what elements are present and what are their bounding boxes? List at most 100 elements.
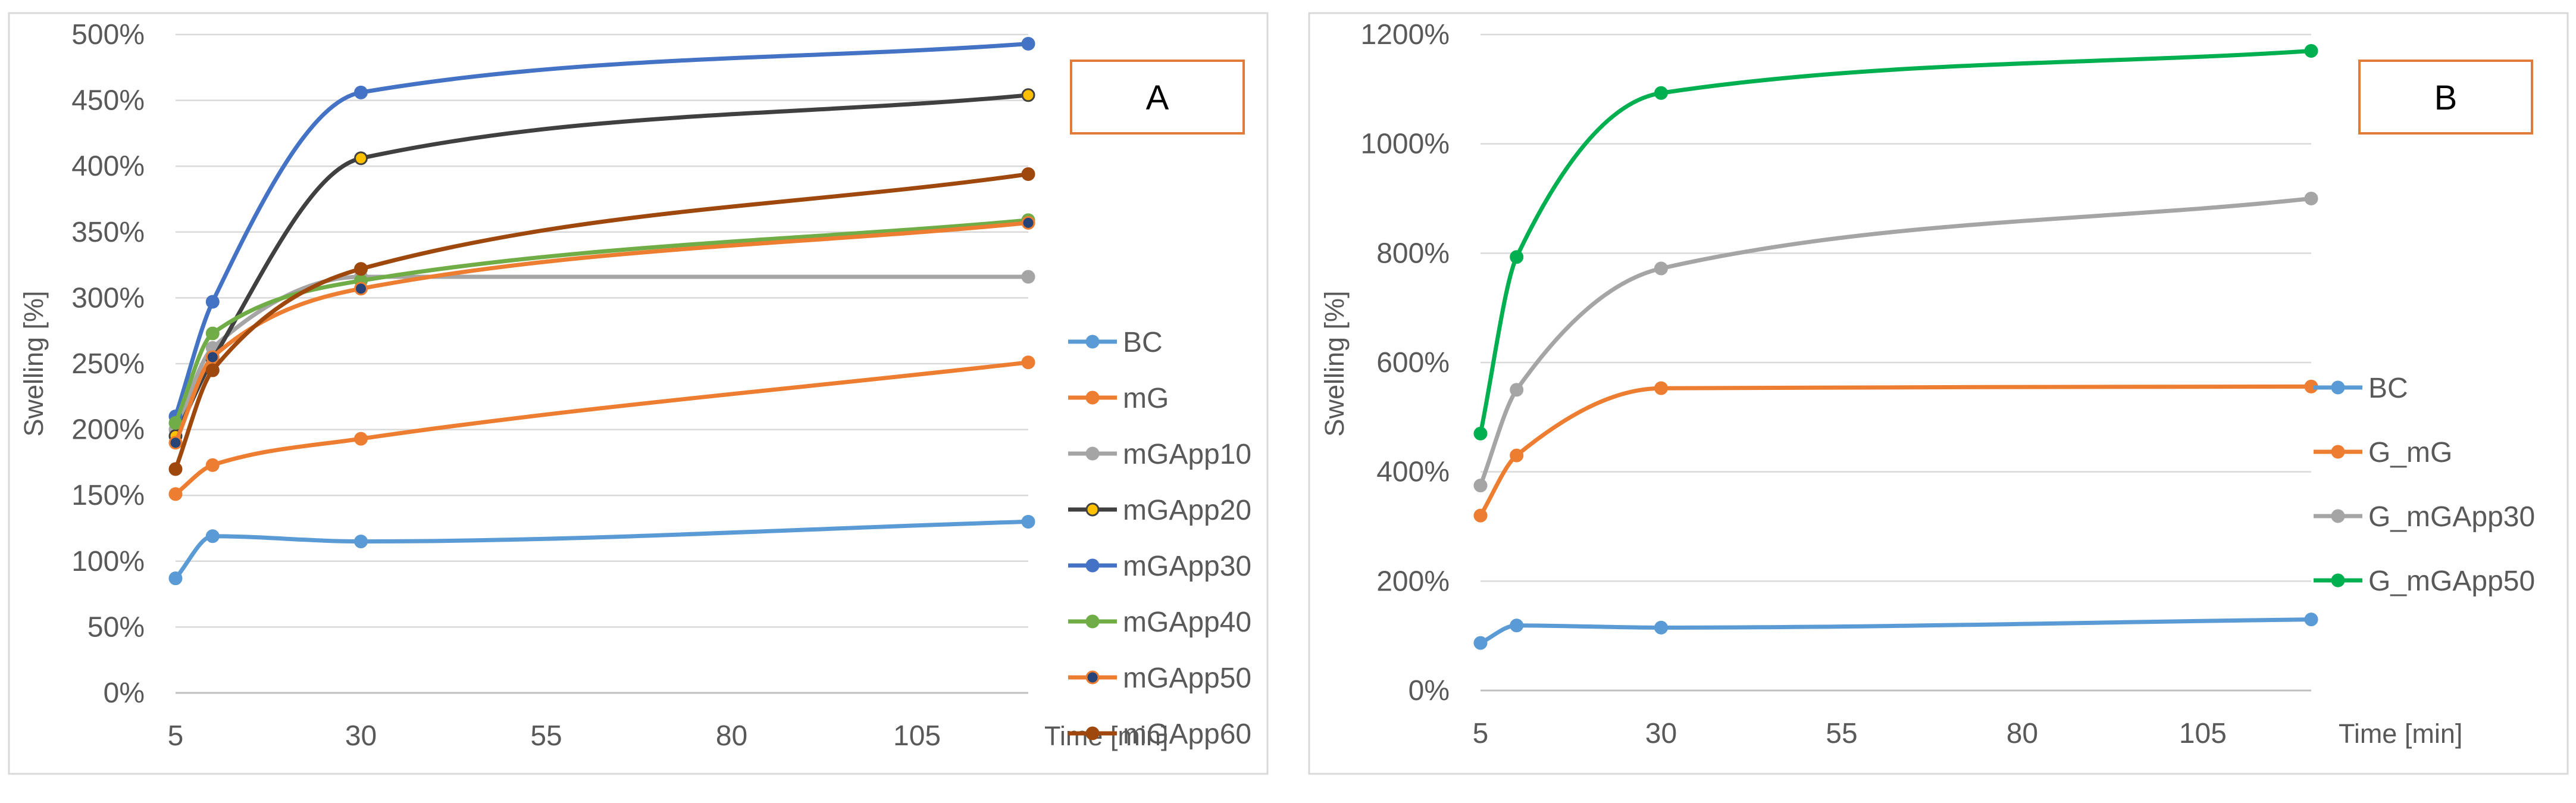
data-point-mg — [205, 458, 220, 472]
legend-label: mGApp20 — [1123, 495, 1251, 526]
x-axis-title: Time [min] — [1044, 721, 1168, 751]
legend-swatch-marker — [2331, 509, 2345, 523]
chart-panel-a: 0% 50% 100% 150% 200% 250% 300% 350% 400% 450% 500… — [8, 12, 1269, 775]
legend-label: G_mGApp50 — [2368, 565, 2535, 597]
data-point-bc — [1654, 620, 1668, 635]
legend-label: mGApp30 — [1123, 551, 1251, 582]
y-tick-label: 200% — [1376, 565, 1450, 597]
y-tick-label: 50% — [87, 611, 145, 643]
data-point-mgapp50 — [354, 282, 368, 296]
panel-label-box — [1070, 60, 1245, 135]
legend-entry: G_mGApp30 — [2314, 501, 2535, 533]
data-point-mg — [1021, 355, 1035, 370]
series-g-mgapp30 — [1473, 192, 2318, 493]
data-point-mgapp50 — [205, 350, 220, 364]
data-point-g-mgapp50 — [1510, 250, 1524, 264]
data-point-bc — [354, 535, 368, 549]
panel-label-box — [2358, 60, 2533, 135]
data-point-g-mgapp30 — [1473, 479, 1488, 493]
y-tick-label: 200% — [71, 414, 145, 446]
data-point-g-mgapp30 — [1510, 383, 1524, 397]
data-point-bc — [1510, 618, 1524, 633]
legend-swatch-marker — [2331, 380, 2345, 395]
series-line-mgapp30 — [173, 42, 1031, 418]
legend-entry: BC — [2314, 373, 2408, 404]
legend-entry: mGApp40 — [1068, 607, 1251, 638]
data-point-mgapp40 — [205, 326, 220, 340]
series-mgapp60 — [168, 167, 1035, 476]
chart-panel-b: 0% 200% 400% 600% 800% 1000% 1200% 5 30 55 80 105 Ti… — [1308, 12, 2569, 775]
legend-swatch-marker — [1085, 446, 1100, 461]
y-tick-label: 450% — [71, 85, 145, 117]
legend-swatch-marker — [1085, 390, 1100, 405]
data-point-bc — [2304, 613, 2318, 627]
data-point-mg — [168, 487, 183, 501]
y-tick-label: 1000% — [1361, 129, 1450, 160]
legend-swatch-marker — [1085, 502, 1100, 517]
data-point-g-mgapp30 — [2304, 192, 2318, 205]
legend-entry: mGApp10 — [1068, 439, 1251, 470]
x-tick-label: 105 — [2179, 718, 2227, 749]
y-tick-label: 400% — [71, 151, 145, 182]
legend-label: BC — [2368, 373, 2408, 404]
y-tick-label: 150% — [71, 480, 145, 511]
data-point-mgapp60 — [1021, 167, 1035, 181]
y-tick-label: 350% — [71, 217, 145, 248]
data-point-mgapp60 — [205, 363, 220, 377]
chart-frame — [8, 12, 1269, 775]
legend-swatch-marker — [1085, 335, 1100, 349]
data-point-g-mgapp50 — [1654, 86, 1668, 100]
legend-label: mGApp10 — [1123, 439, 1251, 470]
x-tick-label: 5 — [1473, 718, 1489, 749]
x-tick-label: 55 — [530, 720, 562, 752]
data-point-bc — [205, 529, 220, 543]
y-axis-title: Swelling [%] — [18, 290, 49, 436]
data-point-mgapp10 — [1021, 270, 1035, 284]
series-bc — [1473, 613, 2318, 650]
legend-label: G_mGApp30 — [2368, 501, 2535, 533]
data-point-mg — [354, 432, 368, 446]
y-tick-label: 600% — [1376, 347, 1450, 379]
legend-entry: G_mGApp50 — [2314, 565, 2535, 597]
data-point-bc — [1021, 514, 1035, 529]
x-axis-title: Time [min] — [2339, 718, 2462, 749]
legend-entry: mGApp20 — [1068, 495, 1251, 526]
legend-swatch-marker — [1085, 670, 1100, 685]
data-point-bc — [1473, 636, 1488, 650]
x-tick-label: 55 — [1826, 718, 1857, 749]
legend-label: mGApp60 — [1123, 718, 1251, 750]
data-point-mgapp30 — [205, 295, 220, 309]
legend-entry: mG — [1068, 383, 1169, 414]
data-point-mgapp30 — [354, 85, 368, 99]
y-tick-label: 500% — [71, 19, 145, 51]
legend-swatch-marker — [2331, 573, 2345, 588]
legend: BC mG mGApp10 mGApp20 mGApp30 mGApp40 mGApp50 m… — [1068, 327, 1251, 750]
data-point-g-mg — [1654, 381, 1668, 395]
y-tick-label: 0% — [1408, 675, 1450, 707]
x-tick-label: 30 — [345, 720, 377, 752]
legend-label: mGApp40 — [1123, 607, 1251, 638]
legend-entry: mGApp30 — [1068, 551, 1251, 582]
series-mgapp50 — [168, 215, 1035, 450]
y-tick-label: 100% — [71, 546, 145, 577]
data-point-mgapp60 — [168, 462, 183, 476]
data-point-g-mg — [1510, 448, 1524, 463]
data-point-mgapp50 — [1021, 215, 1035, 230]
legend-swatch-marker — [1085, 558, 1100, 573]
data-point-g-mgapp50 — [1473, 426, 1488, 440]
x-tick-label: 80 — [2007, 718, 2038, 749]
data-point-mgapp20 — [1021, 88, 1035, 102]
data-point-g-mgapp30 — [1654, 261, 1668, 276]
data-point-g-mg — [1473, 508, 1488, 523]
series-bc — [168, 514, 1035, 586]
legend: BC G_mG G_mGApp30 G_mGApp50 — [2314, 373, 2535, 597]
data-point-mgapp60 — [354, 262, 368, 276]
legend-label: G_mG — [2368, 437, 2452, 468]
panel-label: B — [2434, 79, 2458, 117]
x-tick-label: 30 — [1645, 718, 1677, 749]
y-tick-label: 0% — [104, 677, 145, 709]
y-tick-label: 250% — [71, 348, 145, 380]
y-tick-label: 800% — [1376, 238, 1450, 269]
legend-swatch-marker — [2331, 445, 2345, 459]
